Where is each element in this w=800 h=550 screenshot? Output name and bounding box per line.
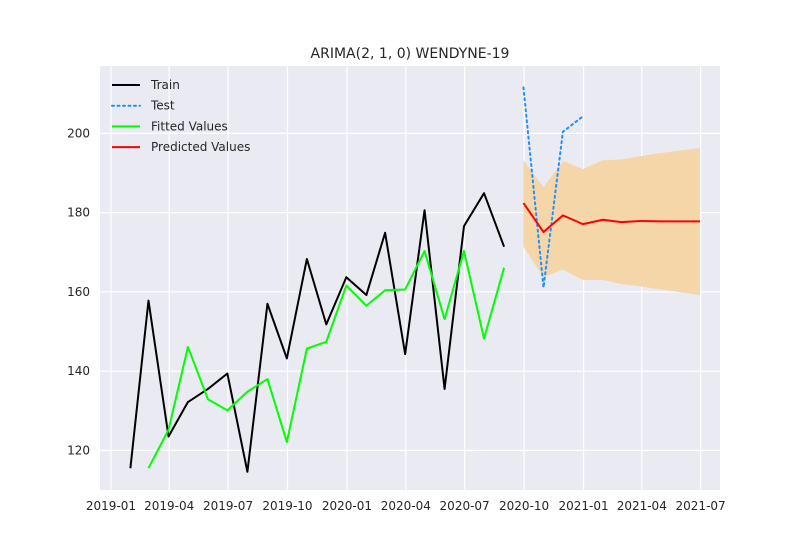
x-tick-label: 2021-07 bbox=[676, 499, 726, 513]
legend-label-test: Test bbox=[150, 99, 175, 113]
legend: Train Test Fitted Values Predicted Values bbox=[111, 78, 250, 154]
x-tick-label: 2020-01 bbox=[322, 499, 372, 513]
chart-title: ARIMA(2, 1, 0) WENDYNE-19 bbox=[311, 46, 510, 62]
x-tick-label: 2021-04 bbox=[617, 499, 667, 513]
x-tick-label: 2019-04 bbox=[144, 499, 194, 513]
y-tick-label: 120 bbox=[67, 443, 90, 457]
y-tick-label: 200 bbox=[67, 126, 90, 140]
y-tick-label: 160 bbox=[67, 285, 90, 299]
y-tick-label: 180 bbox=[67, 206, 90, 220]
legend-label-train: Train bbox=[150, 78, 180, 92]
legend-label-fitted-values: Fitted Values bbox=[151, 119, 228, 133]
predicted-values-series-line bbox=[522, 202, 700, 234]
x-tick-label: 2020-10 bbox=[499, 499, 549, 513]
test-series-line bbox=[522, 86, 584, 289]
x-tick-label: 2021-01 bbox=[559, 499, 609, 513]
x-tick-label: 2019-07 bbox=[203, 499, 253, 513]
legend-label-predicted-values: Predicted Values bbox=[151, 140, 250, 154]
x-tick-label: 2020-04 bbox=[381, 499, 431, 513]
train-series-line bbox=[129, 192, 506, 473]
series-layer bbox=[129, 86, 700, 473]
tick-label-layer: 2019-01 2019-04 2019-07 2019-10 2020-01 2020-… bbox=[67, 126, 726, 513]
x-tick-label: 2020-07 bbox=[440, 499, 490, 513]
fitted-values-series-line bbox=[147, 250, 506, 469]
y-tick-label: 140 bbox=[67, 364, 90, 378]
x-tick-label: 2019-10 bbox=[262, 499, 312, 513]
x-tick-label: 2019-01 bbox=[86, 499, 136, 513]
